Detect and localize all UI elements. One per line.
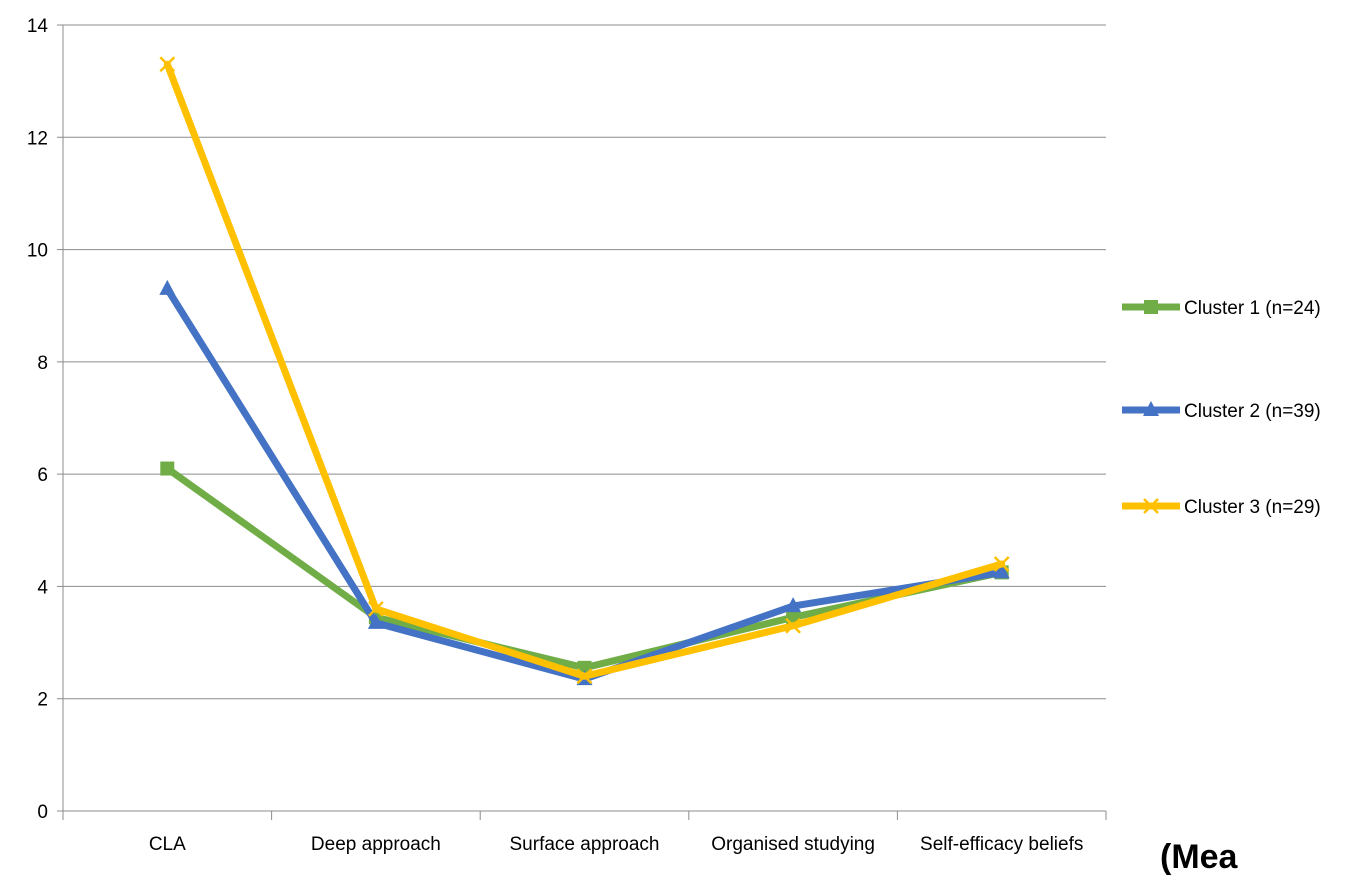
legend-label: Cluster 2 (n=39) [1184, 401, 1321, 422]
marker-triangle [785, 597, 802, 613]
marker-triangle [993, 563, 1010, 579]
x-tick-label: Self-efficacy beliefs [920, 834, 1083, 855]
legend-item: Cluster 2 (n=39) [1122, 401, 1321, 422]
legend-item: Cluster 3 (n=29) [1122, 497, 1321, 518]
x-tick-label: Surface approach [510, 834, 660, 855]
marker-square [160, 461, 175, 476]
y-tick-label: 6 [37, 465, 48, 486]
y-tick-label: 8 [37, 353, 48, 374]
x-tick-labels: CLA Deep approach Surface approach Organise… [149, 834, 1084, 855]
series-line [163, 285, 1006, 683]
legend: Cluster 1 (n=24) Cluster 2 (n=39) Cluster … [1122, 298, 1321, 518]
legend-label: Cluster 3 (n=29) [1184, 497, 1321, 518]
axes [57, 24, 1107, 820]
series-2 [159, 279, 1010, 686]
legend-label: Cluster 1 (n=24) [1184, 298, 1321, 319]
y-tick-label: 14 [27, 16, 49, 37]
marker-x [993, 556, 1010, 572]
marker-triangle [367, 613, 384, 629]
x-tick-label: Organised studying [711, 834, 875, 855]
x-tick-label: CLA [149, 834, 186, 855]
gridlines [63, 24, 1106, 700]
y-tick-label: 10 [27, 241, 48, 262]
marker-x [159, 56, 176, 73]
legend-item: Cluster 1 (n=24) [1122, 298, 1321, 319]
y-tick-label: 4 [37, 577, 48, 598]
marker-x [576, 668, 593, 685]
series-3 [159, 56, 1010, 685]
marker-x [785, 617, 801, 634]
cropped-caption-text: (Mea [1160, 838, 1238, 876]
series-lines [159, 56, 1010, 686]
y-tick-label: 0 [37, 802, 48, 823]
marker-triangle [1143, 401, 1159, 416]
y-tick-label: 12 [27, 128, 48, 149]
marker-square [1144, 300, 1158, 314]
marker-x [368, 601, 384, 617]
y-tick-labels: 0 2 4 6 8 10 12 14 [27, 16, 49, 823]
x-tick-label: Deep approach [311, 834, 441, 855]
marker-x [1143, 498, 1159, 514]
series-1 [160, 461, 1009, 675]
series-line [163, 465, 1006, 672]
series-line [163, 60, 1006, 680]
marker-triangle [159, 279, 176, 295]
y-tick-label: 2 [37, 690, 48, 711]
